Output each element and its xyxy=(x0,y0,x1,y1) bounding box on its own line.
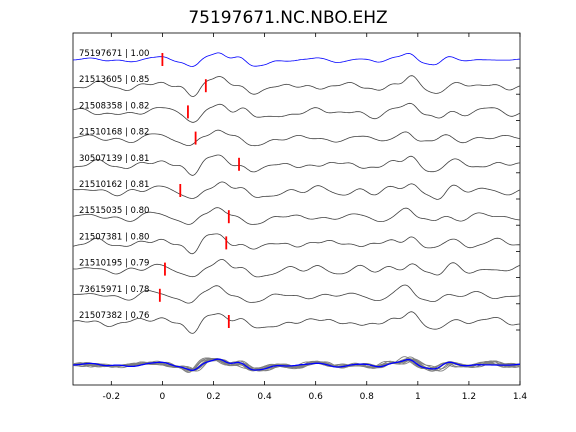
trace-line xyxy=(72,311,521,334)
trace-label: 75197671 | 1.00 xyxy=(79,49,149,59)
trace-label: 21507381 | 0.80 xyxy=(79,232,149,242)
x-tick-label: 1.4 xyxy=(513,392,528,402)
x-tick-label: 0 xyxy=(160,392,166,402)
trace-line xyxy=(72,52,521,67)
x-tick-label: 0.2 xyxy=(206,392,220,402)
trace-line xyxy=(72,154,521,176)
trace-line xyxy=(72,233,521,255)
x-tick-label: 1 xyxy=(415,392,421,402)
x-tick-label: 0.6 xyxy=(308,392,323,402)
trace-line xyxy=(72,207,521,225)
trace-label: 21513605 | 0.85 xyxy=(79,75,149,85)
x-tick-label: 0.4 xyxy=(257,392,272,402)
plot-frame xyxy=(72,32,521,386)
trace-label: 21508358 | 0.82 xyxy=(79,101,149,111)
trace-label: 30507139 | 0.81 xyxy=(79,154,149,164)
trace-label: 21515035 | 0.80 xyxy=(79,206,149,216)
trace-line xyxy=(72,102,521,123)
stack-reference-line xyxy=(72,358,521,371)
x-tick-label: 0.8 xyxy=(360,392,375,402)
trace-label: 21510168 | 0.82 xyxy=(79,128,149,138)
trace-line xyxy=(72,129,521,147)
trace-line xyxy=(72,258,521,278)
chart-title: 75197671.NC.NBO.EHZ xyxy=(188,8,388,28)
x-tick-label: -0.2 xyxy=(103,392,121,402)
trace-line xyxy=(72,181,521,200)
x-tick-label: 1.2 xyxy=(462,392,476,402)
trace-label: 73615971 | 0.78 xyxy=(79,285,149,295)
trace-label: 21510162 | 0.81 xyxy=(79,180,149,190)
trace-label: 21510195 | 0.79 xyxy=(79,259,149,269)
trace-line xyxy=(72,75,521,97)
trace-line xyxy=(72,284,521,304)
trace-label: 21507382 | 0.76 xyxy=(79,311,149,321)
